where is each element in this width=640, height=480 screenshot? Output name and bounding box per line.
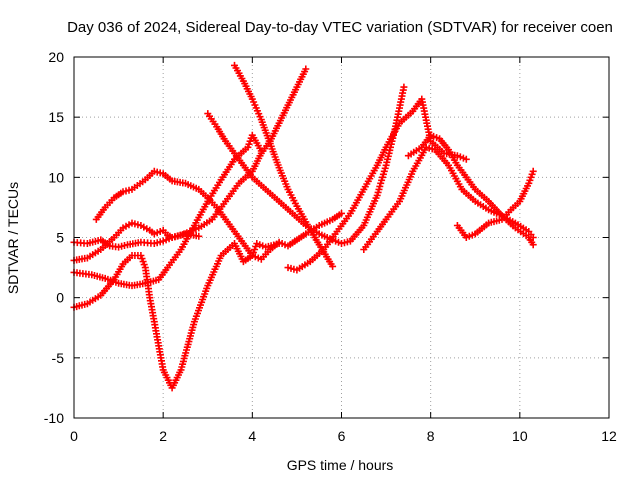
chart-title: Day 036 of 2024, Sidereal Day-to-day VTE… xyxy=(67,19,613,36)
y-tick-label: 0 xyxy=(56,290,64,306)
data-point-markers xyxy=(284,95,470,274)
y-tick-label: 5 xyxy=(56,230,64,246)
series-sat-k xyxy=(453,167,537,241)
x-tick-label: 0 xyxy=(70,428,78,444)
x-tick-label: 6 xyxy=(338,428,346,444)
y-tick-label: 15 xyxy=(48,109,64,125)
x-tick-label: 4 xyxy=(248,428,256,444)
data-point-markers xyxy=(453,167,537,241)
tick-layer: 0 2 4 6 8 10 12 -10 -5 0 5 10 15 20 xyxy=(44,49,617,444)
x-tick-label: 10 xyxy=(512,428,528,444)
y-tick-label: 20 xyxy=(48,49,64,65)
y-tick-label: -10 xyxy=(44,410,64,426)
data-point-markers xyxy=(231,61,337,270)
x-axis-label: GPS time / hours xyxy=(287,457,394,473)
plot-frame xyxy=(73,56,610,419)
y-tick-label: -5 xyxy=(52,350,65,366)
x-tick-label: 12 xyxy=(601,428,617,444)
x-tick-label: 2 xyxy=(159,428,167,444)
y-axis-label: SDTVAR / TECUs xyxy=(5,182,21,294)
series-sat-h xyxy=(284,95,470,274)
series-sat-g xyxy=(231,61,337,270)
y-tick-label: 10 xyxy=(48,169,64,185)
x-tick-label: 8 xyxy=(427,428,435,444)
